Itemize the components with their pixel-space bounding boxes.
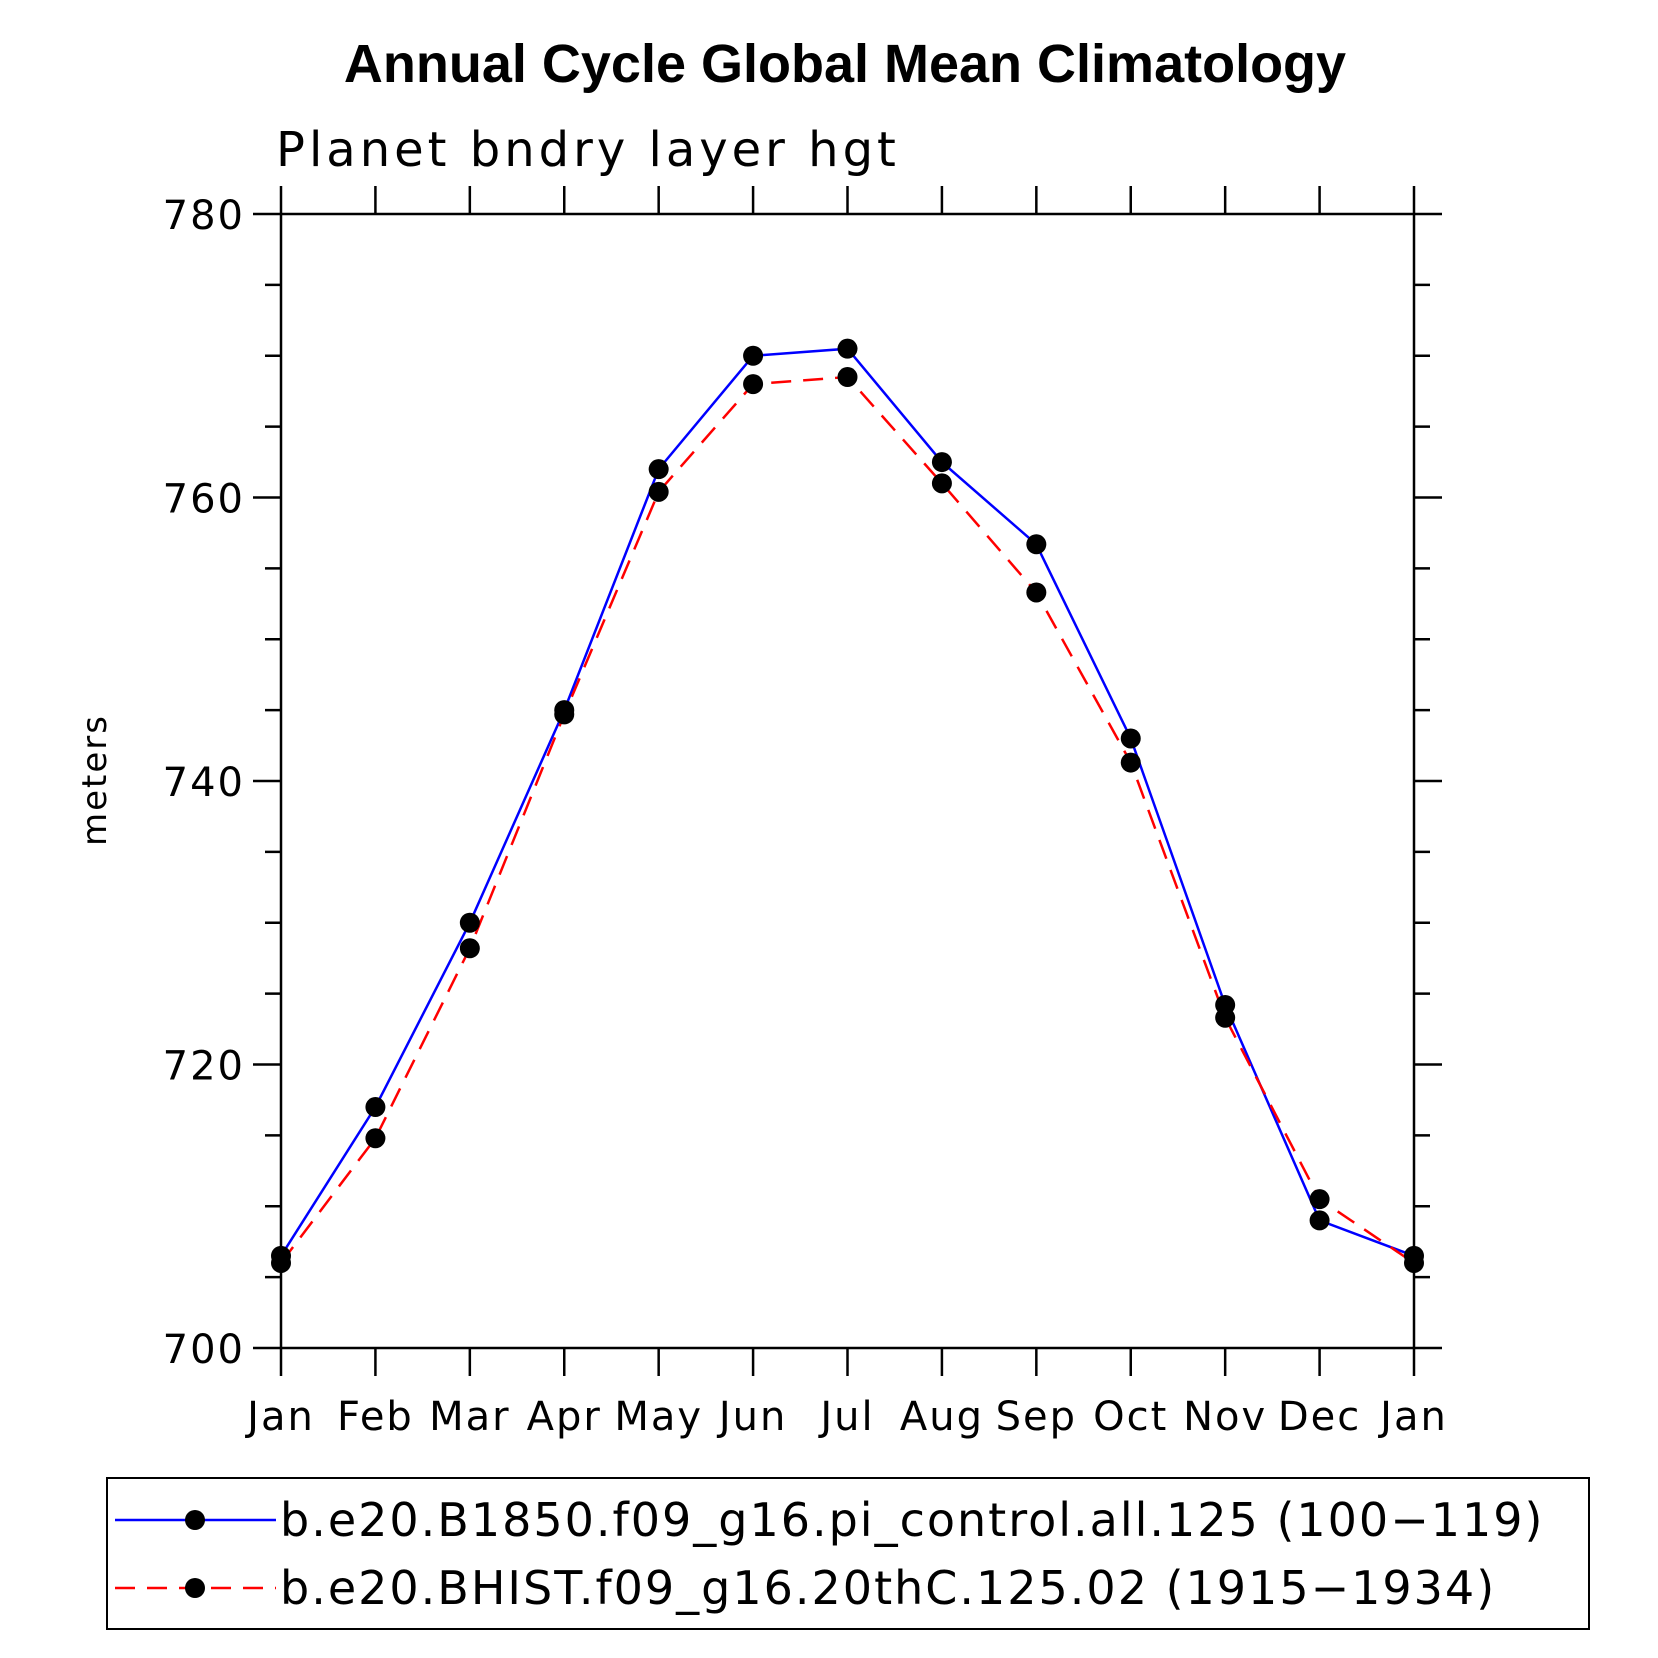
data-point-1 — [1120, 752, 1141, 773]
legend-marker-1 — [185, 1578, 205, 1598]
data-point-0 — [459, 912, 480, 933]
y-tick-label: 760 — [163, 477, 245, 523]
legend: b.e20.B1850.f09_g16.pi_control.all.125 (… — [106, 1477, 1590, 1630]
x-tick-label: Aug — [900, 1394, 984, 1440]
x-tick-label: Feb — [337, 1394, 414, 1440]
x-tick-label: Jun — [716, 1394, 788, 1440]
x-tick-label: Oct — [1093, 1394, 1168, 1440]
data-point-1 — [271, 1252, 291, 1273]
x-tick-label: Sep — [996, 1394, 1077, 1440]
data-point-1 — [459, 938, 480, 959]
tick-labels: Jan Feb Mar Apr May Jun Jul Aug Sep Oct Nov Dec Jan 7… — [163, 193, 1448, 1440]
data-point-0 — [931, 452, 952, 473]
legend-label-1: b.e20.BHIST.f09_g16.20thC.125.02 (1915−1… — [280, 1561, 1496, 1615]
x-tick-label: Apr — [527, 1394, 602, 1440]
data-point-0 — [1026, 534, 1047, 555]
data-point-1 — [1026, 582, 1047, 603]
y-tick-label: 700 — [163, 1327, 245, 1373]
x-tick-label: Dec — [1278, 1394, 1361, 1440]
data-point-1 — [743, 374, 764, 395]
x-tick-label: Mar — [429, 1394, 510, 1440]
data-point-1 — [648, 481, 669, 502]
data-point-0 — [1309, 1210, 1330, 1231]
y-axis-label: meters — [75, 714, 115, 846]
legend-marker-0 — [185, 1510, 205, 1530]
data-point-1 — [1309, 1189, 1330, 1210]
x-tick-label: Jan — [244, 1394, 315, 1440]
x-tick-label: Jul — [817, 1394, 874, 1440]
data-point-0 — [1120, 728, 1141, 749]
data-point-0 — [743, 345, 764, 366]
data-point-0 — [648, 459, 669, 480]
legend-box — [106, 1477, 1590, 1630]
series-markers — [271, 338, 1424, 1273]
series-lines — [279, 347, 1415, 1265]
legend-label-0: b.e20.B1850.f09_g16.pi_control.all.125 (… — [280, 1493, 1545, 1547]
data-point-1 — [837, 367, 858, 388]
x-tick-label: May — [614, 1394, 703, 1440]
data-point-1 — [1404, 1252, 1424, 1273]
chart-subtitle: Planet bndry layer hgt — [276, 122, 900, 178]
data-point-1 — [365, 1128, 386, 1149]
y-tick-label: 720 — [163, 1044, 245, 1090]
x-tick-label: Nov — [1183, 1394, 1267, 1440]
data-point-0 — [837, 338, 858, 359]
series-line-0 — [279, 347, 1415, 1258]
y-tick-label: 780 — [163, 193, 245, 239]
series-line-1 — [280, 375, 1415, 1265]
axis-ticks — [253, 186, 1442, 1376]
data-point-1 — [931, 473, 952, 494]
chart-title: Annual Cycle Global Mean Climatology — [344, 34, 1346, 94]
data-point-0 — [365, 1097, 386, 1118]
y-tick-label: 740 — [163, 760, 245, 806]
x-tick-label: Jan — [1377, 1394, 1448, 1440]
data-point-1 — [554, 704, 575, 725]
data-point-1 — [1215, 1007, 1236, 1028]
